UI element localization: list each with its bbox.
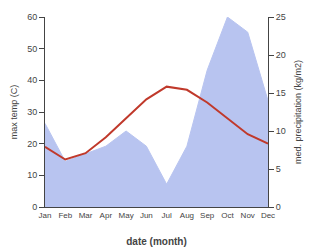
svg-text:Apr: Apr bbox=[100, 211, 113, 220]
svg-text:Dec: Dec bbox=[261, 211, 275, 220]
svg-text:Jun: Jun bbox=[140, 211, 153, 220]
svg-text:Jan: Jan bbox=[39, 211, 52, 220]
svg-text:Feb: Feb bbox=[58, 211, 72, 220]
svg-text:40: 40 bbox=[27, 75, 37, 85]
svg-text:Nov: Nov bbox=[241, 211, 255, 220]
svg-text:Jul: Jul bbox=[162, 211, 172, 220]
svg-text:30: 30 bbox=[27, 107, 37, 117]
svg-text:60: 60 bbox=[27, 12, 37, 22]
svg-text:25: 25 bbox=[276, 12, 286, 22]
svg-text:max temp (C): max temp (C) bbox=[9, 85, 19, 140]
svg-text:15: 15 bbox=[276, 88, 286, 98]
svg-text:20: 20 bbox=[276, 50, 286, 60]
svg-text:date (month): date (month) bbox=[126, 236, 187, 247]
svg-text:0: 0 bbox=[276, 202, 281, 212]
svg-text:5: 5 bbox=[276, 164, 281, 174]
svg-text:Oct: Oct bbox=[221, 211, 234, 220]
svg-text:Aug: Aug bbox=[180, 211, 194, 220]
svg-text:May: May bbox=[119, 211, 134, 220]
svg-text:Sep: Sep bbox=[200, 211, 215, 220]
svg-text:10: 10 bbox=[276, 126, 286, 136]
svg-text:50: 50 bbox=[27, 44, 37, 54]
svg-text:med. precipitation (kg/m2): med. precipitation (kg/m2) bbox=[293, 60, 303, 164]
svg-text:10: 10 bbox=[27, 170, 37, 180]
svg-text:Mar: Mar bbox=[79, 211, 93, 220]
svg-text:0: 0 bbox=[32, 202, 37, 212]
svg-text:20: 20 bbox=[27, 139, 37, 149]
